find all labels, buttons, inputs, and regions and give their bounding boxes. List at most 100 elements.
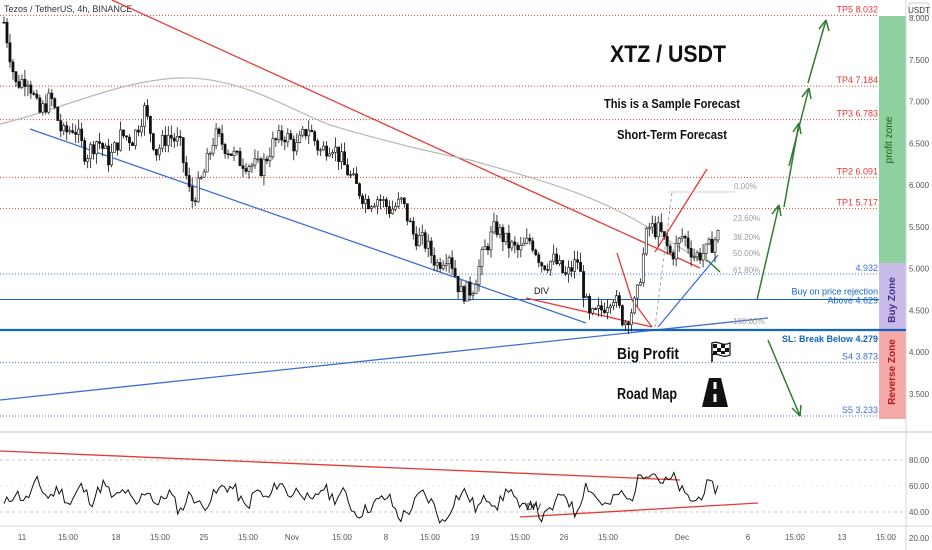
candle-body bbox=[564, 272, 568, 275]
candle-body bbox=[202, 171, 206, 178]
price-tick-label: 5.500 bbox=[909, 223, 930, 232]
candle-body bbox=[307, 129, 311, 137]
candle-body bbox=[283, 139, 287, 143]
short-term-text: Short-Term Forecast bbox=[617, 127, 728, 142]
s4-label: S4 3.873 bbox=[842, 352, 878, 362]
candle-body bbox=[402, 197, 406, 204]
candle-body bbox=[555, 253, 559, 265]
candle-body bbox=[74, 132, 78, 135]
moving-average-line bbox=[0, 77, 701, 261]
candle-body bbox=[20, 78, 24, 88]
time-tick-label: 25 bbox=[200, 533, 209, 542]
candle-body bbox=[558, 260, 562, 265]
candle-body bbox=[205, 153, 209, 173]
candle-body bbox=[659, 222, 663, 232]
price-tick-label: 6.500 bbox=[909, 139, 930, 148]
currency-badge bbox=[908, 2, 930, 17]
symbol-header: Tezos / TetherUS, 4h, BINANCE bbox=[4, 4, 132, 14]
time-tick-label: 15:00 bbox=[58, 533, 79, 542]
forecast-arrow-4 bbox=[788, 87, 810, 167]
candle-body bbox=[178, 136, 182, 138]
candle-body bbox=[606, 307, 609, 313]
candle-body bbox=[277, 130, 281, 141]
tp2-label: TP2 6.091 bbox=[836, 166, 878, 176]
buy-rejection-label: Buy on price rejection bbox=[791, 286, 878, 296]
candle-body bbox=[56, 106, 60, 121]
candle-body bbox=[426, 240, 430, 249]
fib-100-label: 100.00% bbox=[733, 317, 765, 326]
time-axis[interactable]: 11 15:00 18 15:00 25 15:00 Nov 15:00 8 15:00 19 15:… bbox=[18, 533, 897, 542]
price-tick-label: 7.500 bbox=[909, 56, 930, 65]
candle-body bbox=[629, 312, 633, 326]
forecast-arrow-down-head bbox=[791, 404, 802, 417]
candle-body bbox=[160, 135, 164, 149]
candle-body bbox=[325, 145, 329, 157]
candle-body bbox=[271, 138, 275, 157]
candle-body bbox=[331, 152, 335, 155]
candle-body bbox=[23, 78, 27, 87]
candle-body bbox=[665, 236, 669, 247]
time-tick-label: 13 bbox=[838, 533, 847, 542]
candle-body bbox=[157, 147, 161, 156]
candle-body bbox=[298, 134, 302, 143]
candle-body bbox=[77, 128, 81, 135]
candle-body bbox=[14, 71, 18, 83]
reverse-zone-band bbox=[879, 329, 906, 419]
candle-body bbox=[128, 136, 131, 144]
candle-body bbox=[444, 263, 448, 266]
candle-body bbox=[172, 137, 176, 142]
candle-body bbox=[59, 120, 63, 132]
candle-body bbox=[17, 81, 21, 88]
long-rising-trend-line bbox=[0, 317, 769, 401]
candle-body bbox=[390, 208, 394, 214]
rising-resistance-line bbox=[654, 168, 708, 253]
candle-body bbox=[104, 145, 107, 149]
candle-body bbox=[83, 140, 87, 162]
candle-body bbox=[707, 238, 711, 245]
checkered-flag-icon bbox=[711, 341, 731, 362]
chart-title: XTZ / USDT bbox=[610, 41, 726, 68]
candle-body bbox=[229, 153, 233, 156]
candle-body bbox=[223, 144, 227, 154]
candle-body bbox=[474, 284, 478, 294]
candle-body bbox=[546, 269, 550, 271]
candle-body bbox=[334, 146, 338, 153]
candle-body bbox=[513, 241, 517, 246]
candle-body bbox=[531, 240, 535, 251]
candle-body bbox=[193, 200, 197, 203]
candle-body bbox=[615, 295, 618, 303]
forecast-arrow-2 bbox=[756, 204, 780, 301]
candle-body bbox=[405, 203, 409, 222]
candle-body bbox=[86, 158, 90, 162]
candle-body bbox=[196, 177, 200, 202]
forecast-arrow-down bbox=[767, 339, 801, 417]
candle-body bbox=[352, 173, 355, 176]
time-tick-label: 15:00 bbox=[510, 533, 531, 542]
candle-body bbox=[11, 61, 15, 73]
candle-body bbox=[38, 97, 42, 113]
candle-body bbox=[537, 254, 541, 263]
candle-body bbox=[704, 243, 708, 254]
candle-body bbox=[367, 198, 370, 209]
candle-body bbox=[396, 198, 400, 207]
candle-body bbox=[286, 133, 290, 143]
s5-label: S5 3.233 bbox=[842, 405, 878, 415]
price-tick-label: 4.000 bbox=[909, 348, 930, 357]
candle-body bbox=[689, 247, 693, 258]
price-axis[interactable]: 8.000 7.500 7.000 6.500 6.000 5.500 5.000 4.500… bbox=[909, 14, 930, 399]
candle-body bbox=[253, 158, 257, 166]
candle-body bbox=[680, 236, 684, 239]
candle-body bbox=[570, 267, 574, 272]
candle-body bbox=[92, 144, 96, 155]
candle-body bbox=[125, 135, 128, 138]
price-tick-label: 8.000 bbox=[909, 14, 930, 23]
candle-body bbox=[119, 129, 122, 151]
candle-body bbox=[289, 133, 293, 140]
candle-body bbox=[343, 151, 346, 166]
candle-body bbox=[235, 150, 239, 153]
candle-body bbox=[328, 153, 332, 157]
candle-body bbox=[226, 153, 230, 155]
time-tick-label: 15:00 bbox=[598, 533, 619, 542]
candle-body bbox=[250, 164, 254, 167]
